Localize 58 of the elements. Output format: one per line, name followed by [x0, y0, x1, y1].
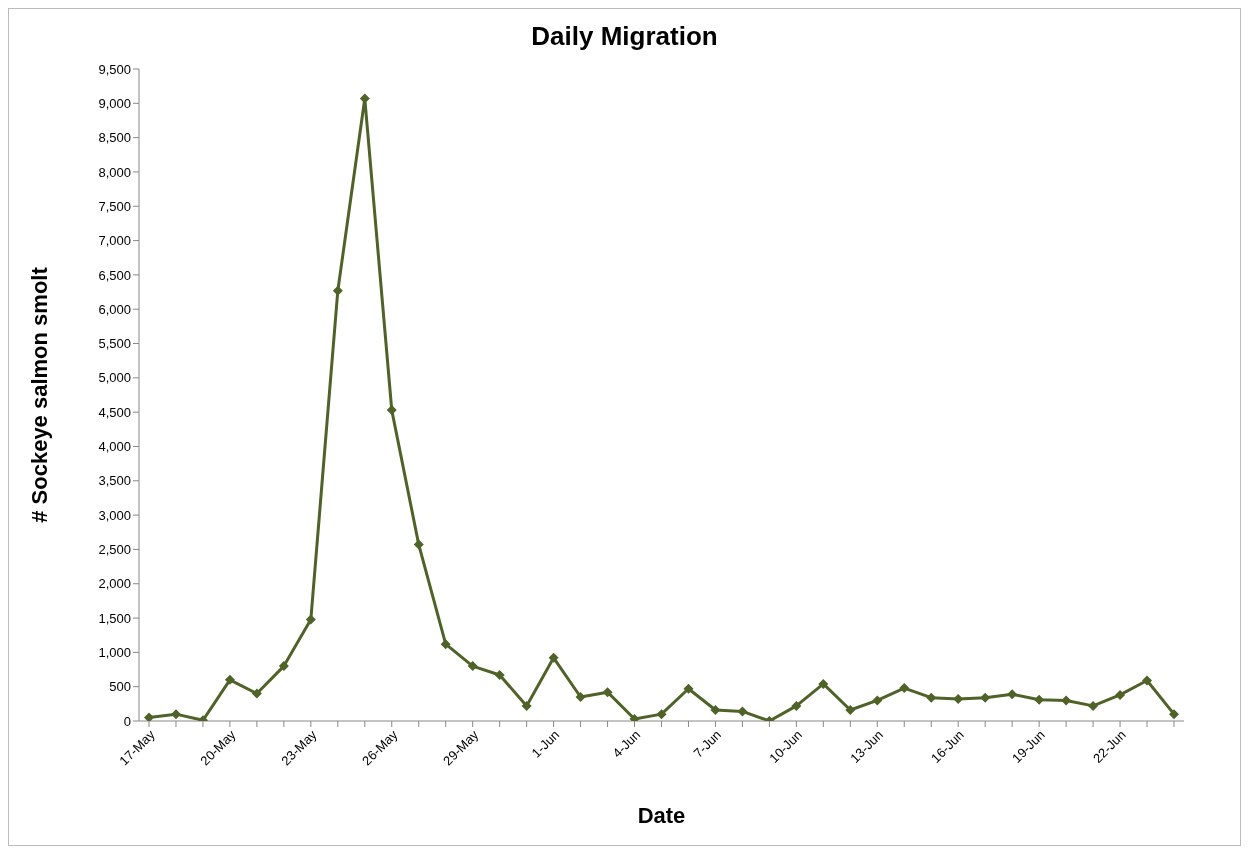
y-tick-label: 6,000: [98, 301, 131, 317]
point: [521, 700, 532, 711]
y-tick-label: 3,500: [98, 473, 131, 489]
point: [413, 539, 424, 550]
point: [144, 712, 154, 721]
point: [1061, 695, 1072, 706]
point: [332, 285, 343, 296]
point: [872, 695, 883, 706]
point: [224, 674, 235, 685]
point: [1115, 689, 1126, 700]
point: [629, 713, 640, 721]
chart-title: Daily Migration: [530, 20, 719, 53]
y-tick-label: 2,000: [98, 576, 131, 592]
y-tick-label: 8,500: [98, 130, 131, 146]
point: [710, 705, 721, 716]
point: [845, 705, 856, 716]
point: [548, 652, 559, 663]
y-axis-title: # Sockeye salmon smolt: [26, 266, 52, 523]
point: [1169, 709, 1179, 720]
y-tick-label: 500: [109, 679, 131, 695]
y-tick-label: 0: [123, 713, 131, 729]
point: [1088, 700, 1099, 711]
point: [278, 661, 289, 672]
y-tick-label: 9,000: [98, 95, 131, 111]
point: [791, 700, 802, 711]
y-tick-label: 1,000: [98, 644, 131, 660]
point: [440, 639, 451, 650]
point: [683, 683, 694, 694]
y-tick-label: 3,000: [98, 507, 131, 523]
y-tick-label: 5,500: [98, 336, 131, 352]
y-tick-label: 8,000: [98, 164, 131, 180]
point: [251, 688, 262, 699]
y-tick-label: 1,500: [98, 610, 131, 626]
point: [386, 405, 397, 416]
point: [656, 709, 667, 720]
point: [494, 670, 505, 681]
point: [1034, 694, 1045, 705]
y-tick-label: 7,500: [98, 198, 131, 214]
y-tick-label: 4,500: [98, 404, 131, 420]
point: [926, 692, 937, 703]
point: [980, 692, 991, 703]
y-tick-label: 4,000: [98, 439, 131, 455]
y-tick-label: 5,000: [98, 370, 131, 386]
y-tick-label: 7,000: [98, 233, 131, 249]
point: [170, 709, 181, 720]
point: [737, 706, 748, 717]
point: [899, 683, 910, 694]
y-tick-label: 2,500: [98, 542, 131, 558]
y-tick-label: 9,500: [98, 61, 131, 77]
point: [467, 661, 478, 672]
point: [602, 687, 613, 698]
point: [1007, 689, 1018, 700]
point: [305, 614, 316, 625]
point: [575, 691, 586, 702]
y-tick-label: 6,500: [98, 267, 131, 283]
point: [1142, 675, 1153, 686]
point: [818, 678, 829, 689]
x-axis-title: Date: [637, 803, 686, 828]
